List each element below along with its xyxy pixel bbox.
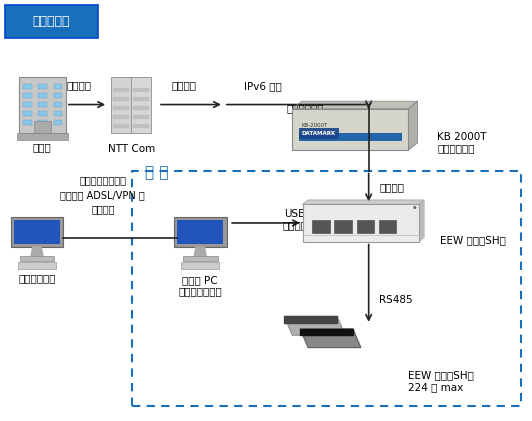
Text: 接点情報: 接点情報 <box>379 183 404 193</box>
FancyBboxPatch shape <box>23 84 32 89</box>
FancyBboxPatch shape <box>18 262 56 269</box>
FancyBboxPatch shape <box>5 5 97 38</box>
FancyBboxPatch shape <box>54 102 62 107</box>
FancyBboxPatch shape <box>181 262 219 269</box>
FancyBboxPatch shape <box>38 93 46 98</box>
FancyBboxPatch shape <box>113 124 129 128</box>
FancyBboxPatch shape <box>11 217 63 247</box>
FancyBboxPatch shape <box>113 97 129 101</box>
Text: RS485: RS485 <box>379 295 413 305</box>
FancyBboxPatch shape <box>17 133 68 140</box>
FancyBboxPatch shape <box>34 121 51 133</box>
FancyBboxPatch shape <box>14 220 60 245</box>
FancyBboxPatch shape <box>356 220 374 233</box>
FancyBboxPatch shape <box>113 115 129 119</box>
FancyBboxPatch shape <box>38 84 46 89</box>
FancyBboxPatch shape <box>379 220 396 233</box>
FancyBboxPatch shape <box>133 106 149 110</box>
Polygon shape <box>285 317 345 335</box>
Text: DATAMARK: DATAMARK <box>302 131 336 136</box>
Text: 管理用 PC
（オプション）: 管理用 PC （オプション） <box>178 275 222 296</box>
Polygon shape <box>408 101 418 150</box>
FancyBboxPatch shape <box>298 133 402 141</box>
Polygon shape <box>292 101 418 109</box>
Polygon shape <box>300 329 361 348</box>
Polygon shape <box>303 200 424 204</box>
FancyBboxPatch shape <box>23 111 32 116</box>
Text: 地震速報: 地震速報 <box>172 80 197 90</box>
Text: EEW 親機（SH）: EEW 親機（SH） <box>440 235 505 245</box>
FancyBboxPatch shape <box>54 93 62 98</box>
Text: 客 先: 客 先 <box>145 165 169 180</box>
FancyBboxPatch shape <box>54 120 62 125</box>
FancyBboxPatch shape <box>23 102 32 107</box>
Text: 気象庁: 気象庁 <box>33 142 52 152</box>
FancyBboxPatch shape <box>20 256 54 261</box>
Text: NTT Com: NTT Com <box>108 144 155 154</box>
Text: システム図: システム図 <box>33 15 70 28</box>
Text: ●: ● <box>412 206 416 210</box>
FancyBboxPatch shape <box>38 120 46 125</box>
FancyBboxPatch shape <box>19 77 66 133</box>
Text: EEW 子機（SH）
224 台 max: EEW 子機（SH） 224 台 max <box>408 370 474 392</box>
Polygon shape <box>300 329 353 335</box>
Text: 管理センター: 管理センター <box>18 273 56 283</box>
Text: USB
ケーブル: USB ケーブル <box>282 209 307 230</box>
Text: 管理ネットワーク
フレッツ ADSL/VPN 等
常時接続: 管理ネットワーク フレッツ ADSL/VPN 等 常時接続 <box>61 175 145 215</box>
FancyBboxPatch shape <box>133 124 149 128</box>
Polygon shape <box>285 317 337 322</box>
FancyBboxPatch shape <box>23 93 32 98</box>
Text: KB-2000T: KB-2000T <box>302 123 328 128</box>
Text: 情報受信端末: 情報受信端末 <box>287 103 324 113</box>
Text: IPv6 回線: IPv6 回線 <box>245 81 282 91</box>
FancyBboxPatch shape <box>111 77 131 133</box>
FancyBboxPatch shape <box>38 111 46 116</box>
FancyBboxPatch shape <box>113 88 129 92</box>
FancyBboxPatch shape <box>54 84 62 89</box>
FancyBboxPatch shape <box>54 111 62 116</box>
FancyBboxPatch shape <box>303 204 419 242</box>
FancyBboxPatch shape <box>292 109 408 150</box>
FancyBboxPatch shape <box>23 120 32 125</box>
Text: 地震速報: 地震速報 <box>66 80 92 90</box>
FancyBboxPatch shape <box>113 106 129 110</box>
FancyBboxPatch shape <box>133 88 149 92</box>
Polygon shape <box>419 200 424 242</box>
Text: KB 2000T
（白山工業）: KB 2000T （白山工業） <box>437 132 487 153</box>
FancyBboxPatch shape <box>177 220 223 245</box>
FancyBboxPatch shape <box>133 97 149 101</box>
Polygon shape <box>194 247 206 257</box>
FancyBboxPatch shape <box>174 217 227 247</box>
FancyBboxPatch shape <box>131 77 151 133</box>
FancyBboxPatch shape <box>335 220 352 233</box>
FancyBboxPatch shape <box>133 115 149 119</box>
Polygon shape <box>31 247 43 257</box>
FancyBboxPatch shape <box>38 102 46 107</box>
FancyBboxPatch shape <box>312 220 330 233</box>
FancyBboxPatch shape <box>183 256 218 261</box>
